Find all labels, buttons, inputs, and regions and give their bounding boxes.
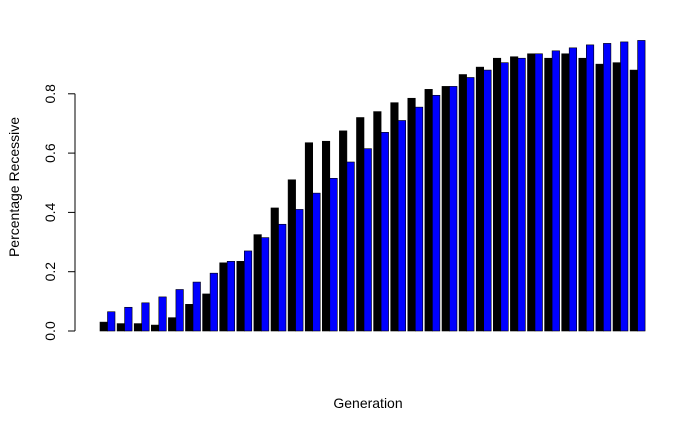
bar-series1-gen22 bbox=[458, 74, 467, 332]
bar-series2-gen11 bbox=[278, 223, 287, 332]
bar-series2-gen31 bbox=[620, 41, 629, 332]
bar-series2-gen23 bbox=[483, 69, 492, 332]
y-tick-label: 0.2 bbox=[42, 262, 58, 282]
bar-series1-gen7 bbox=[202, 293, 211, 332]
bar-series1-gen18 bbox=[390, 102, 399, 332]
bar-series1-gen16 bbox=[356, 117, 365, 332]
bar-series2-gen22 bbox=[466, 77, 475, 332]
bar-series1-gen28 bbox=[561, 53, 570, 332]
bar-series2-gen21 bbox=[449, 86, 458, 332]
bar-series1-gen11 bbox=[270, 207, 279, 332]
bar-series2-gen20 bbox=[432, 94, 441, 332]
bar-series1-gen23 bbox=[475, 66, 485, 332]
bar-series1-gen14 bbox=[321, 140, 331, 332]
bar-series1-gen20 bbox=[424, 89, 433, 332]
bar-series1-gen31 bbox=[612, 62, 621, 332]
bar-series2-gen26 bbox=[534, 53, 543, 332]
bar-series1-gen29 bbox=[578, 57, 587, 332]
bar-series2-gen6 bbox=[192, 281, 201, 332]
y-tick-label: 0.0 bbox=[42, 321, 58, 341]
bar-series2-gen16 bbox=[363, 148, 372, 332]
bar-series2-gen9 bbox=[244, 250, 253, 332]
bar-series1-gen12 bbox=[287, 179, 296, 332]
bar-series2-gen1 bbox=[107, 311, 116, 332]
bar-series1-gen17 bbox=[373, 111, 382, 332]
y-axis-title: Percentage Recessive bbox=[6, 117, 22, 257]
bar-series2-gen13 bbox=[312, 192, 321, 332]
bar-series2-gen10 bbox=[261, 237, 270, 332]
bar-series2-gen25 bbox=[517, 57, 526, 332]
bar-series2-gen4 bbox=[158, 296, 167, 332]
bar-series2-gen28 bbox=[568, 47, 578, 332]
bar-series1-gen6 bbox=[185, 304, 194, 332]
bar-series2-gen15 bbox=[346, 161, 355, 332]
y-tick-label: 0.6 bbox=[42, 143, 58, 163]
bar-series2-gen8 bbox=[226, 261, 235, 332]
bar-series1-gen8 bbox=[219, 262, 228, 332]
bar-series1-gen30 bbox=[595, 63, 604, 332]
bars-group bbox=[99, 40, 646, 332]
bar-series2-gen3 bbox=[141, 302, 150, 332]
bar-series1-gen5 bbox=[168, 317, 177, 332]
bar-series1-gen13 bbox=[304, 142, 314, 332]
bar-series1-gen3 bbox=[133, 323, 142, 332]
bar-series2-gen14 bbox=[329, 178, 338, 332]
bar-series1-gen9 bbox=[236, 261, 245, 332]
bar-series2-gen17 bbox=[380, 132, 389, 332]
bar-series1-gen15 bbox=[339, 130, 348, 332]
bar-series2-gen24 bbox=[500, 62, 509, 332]
bar-series2-gen5 bbox=[175, 289, 184, 332]
y-axis: 0.0 0.2 0.4 0.6 0.8 bbox=[42, 84, 76, 341]
bar-series1-gen27 bbox=[544, 57, 553, 332]
bar-series1-gen21 bbox=[441, 86, 450, 332]
bar-series1-gen32 bbox=[629, 69, 638, 332]
bar-series1-gen24 bbox=[492, 57, 502, 332]
bar-series1-gen1 bbox=[99, 321, 108, 332]
bar-series2-gen18 bbox=[397, 120, 407, 332]
bar-series2-gen19 bbox=[414, 106, 424, 332]
bar-series2-gen2 bbox=[124, 306, 133, 332]
bar-series1-gen26 bbox=[527, 53, 536, 332]
bar-series2-gen29 bbox=[585, 44, 595, 332]
bar-series1-gen4 bbox=[151, 324, 160, 332]
bar-series1-gen25 bbox=[510, 56, 519, 332]
x-axis-title: Generation bbox=[333, 395, 402, 411]
y-tick-label: 0.4 bbox=[42, 202, 58, 222]
bar-series1-gen10 bbox=[253, 234, 262, 332]
y-tick-label: 0.8 bbox=[42, 84, 58, 104]
bar-series1-gen19 bbox=[407, 97, 416, 332]
bar-series2-gen7 bbox=[209, 272, 218, 332]
bar-series1-gen2 bbox=[116, 323, 125, 332]
bar-series2-gen32 bbox=[637, 40, 646, 332]
bar-series2-gen30 bbox=[603, 43, 612, 332]
bar-series2-gen12 bbox=[295, 209, 304, 332]
bar-series2-gen27 bbox=[551, 50, 560, 332]
